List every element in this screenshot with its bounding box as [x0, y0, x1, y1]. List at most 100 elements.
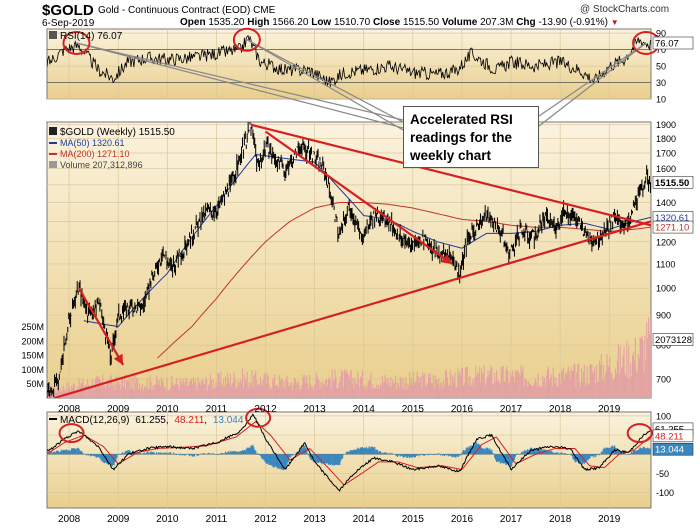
volume-bar [515, 371, 517, 398]
macd-histogram-bar [367, 448, 369, 455]
macd-histogram-bar [608, 448, 610, 455]
volume-bar [598, 360, 601, 398]
macd-histogram-bar [309, 454, 312, 460]
macd-histogram-bar [418, 454, 420, 457]
volume-bar [500, 367, 502, 398]
volume-bar [304, 374, 306, 398]
macd-histogram-bar [371, 446, 373, 455]
macd-histogram-bar [510, 454, 512, 467]
volume-bar [72, 383, 75, 398]
macd-histogram-bar [333, 454, 335, 466]
trendline [264, 130, 453, 265]
macd-histogram-bar [376, 449, 379, 455]
volume-bar [475, 365, 477, 398]
macd-histogram-bar [358, 448, 360, 455]
volume-bar [610, 371, 612, 398]
macd-histogram-bar [458, 454, 460, 457]
volume-bar [204, 384, 206, 398]
volume-bar [350, 369, 352, 398]
macd-histogram-bar [70, 450, 72, 455]
highlight-circles [58, 27, 661, 444]
macd-histogram-bar [218, 454, 220, 455]
volume-bar [551, 385, 553, 398]
macd-histogram-bar [323, 454, 325, 464]
volume-legend-text: Volume 207,312,896 [60, 160, 143, 170]
chg-label: Chg [516, 17, 536, 28]
macd-histogram-bar [142, 453, 144, 455]
macd-histogram-bar [511, 454, 513, 467]
volume-bar [86, 385, 88, 398]
macd-histogram-bar [235, 451, 237, 455]
volume-bar [211, 388, 213, 398]
high-value: 1566.20 [272, 17, 309, 28]
macd-histogram-bar [565, 454, 568, 455]
macd-histogram-bar [491, 449, 493, 455]
macd-histogram-bar [336, 454, 338, 465]
macd-legend: MACD(12,26,9) 61.255, 48.211, 13.044 [49, 415, 244, 426]
volume-bar [531, 386, 533, 398]
volume-bar [355, 383, 357, 398]
macd-line [47, 413, 651, 493]
volume-bar [243, 374, 245, 398]
volume-bar [309, 374, 311, 398]
volume-bar [303, 377, 305, 398]
macd-histogram-bar [403, 454, 405, 458]
macd-histogram-bar [212, 452, 214, 455]
ohlc-row: Open 1535.20 High 1566.20 Low 1510.70 Cl… [180, 17, 619, 28]
macd-histogram-bar [562, 453, 564, 455]
macd-histogram-bar [263, 454, 265, 461]
macd-histogram-bar [500, 454, 502, 464]
volume-bar [594, 366, 596, 398]
volume-bar [471, 383, 473, 398]
volume-bar [198, 383, 200, 398]
macd-histogram-bar [307, 453, 309, 455]
volume-bar [170, 387, 172, 398]
volume-bar [212, 379, 214, 398]
volume-bar [561, 369, 563, 398]
macd-histogram-bar [615, 448, 618, 455]
watermark: @ StockCharts.com [580, 4, 670, 15]
volume-bar [511, 376, 513, 398]
volume-bar [430, 382, 432, 398]
volume-bar [236, 386, 238, 398]
volume-bar [599, 364, 601, 398]
macd-histogram-bar [379, 451, 382, 455]
macd-histogram-bar [57, 450, 59, 455]
macd-histogram-bar [260, 454, 263, 458]
volume-bar [445, 370, 447, 398]
volume-bar [401, 387, 403, 398]
macd-histogram-bar [103, 454, 105, 463]
volume-bar [331, 369, 333, 398]
volume-bar [502, 365, 504, 398]
macd-histogram-bar [54, 451, 56, 455]
volume-bar [647, 338, 649, 398]
macd-histogram-bar [351, 450, 353, 455]
macd-histogram-bar [471, 445, 473, 455]
macd-histogram-bar [153, 452, 155, 455]
volume-bar [328, 377, 330, 398]
volume-bar [443, 379, 445, 398]
volume-bar [147, 389, 149, 398]
macd-histogram-bar [274, 454, 277, 467]
volume-bar [95, 377, 97, 398]
macd-histogram-bar [230, 451, 232, 455]
volume-bar [106, 380, 109, 398]
macd-histogram-bar [342, 454, 345, 455]
macd-histogram-bar [324, 454, 326, 465]
volume-bar [638, 358, 640, 398]
volume-bar [88, 385, 91, 398]
volume-bar [416, 371, 418, 398]
volume-bar [587, 384, 589, 398]
volume-bar [214, 387, 216, 398]
macd-histogram-bar [389, 452, 391, 455]
volume-bar [525, 379, 527, 398]
macd-histogram-bar [47, 452, 48, 455]
volume-bar [238, 384, 240, 398]
volume-bar [111, 385, 113, 398]
volume-bar [75, 389, 77, 398]
volume-bar [271, 388, 273, 398]
volume-bar [399, 376, 401, 398]
volume-bar [553, 376, 555, 398]
volume-bar [239, 381, 241, 398]
macd-tick-label: -100 [656, 488, 674, 498]
